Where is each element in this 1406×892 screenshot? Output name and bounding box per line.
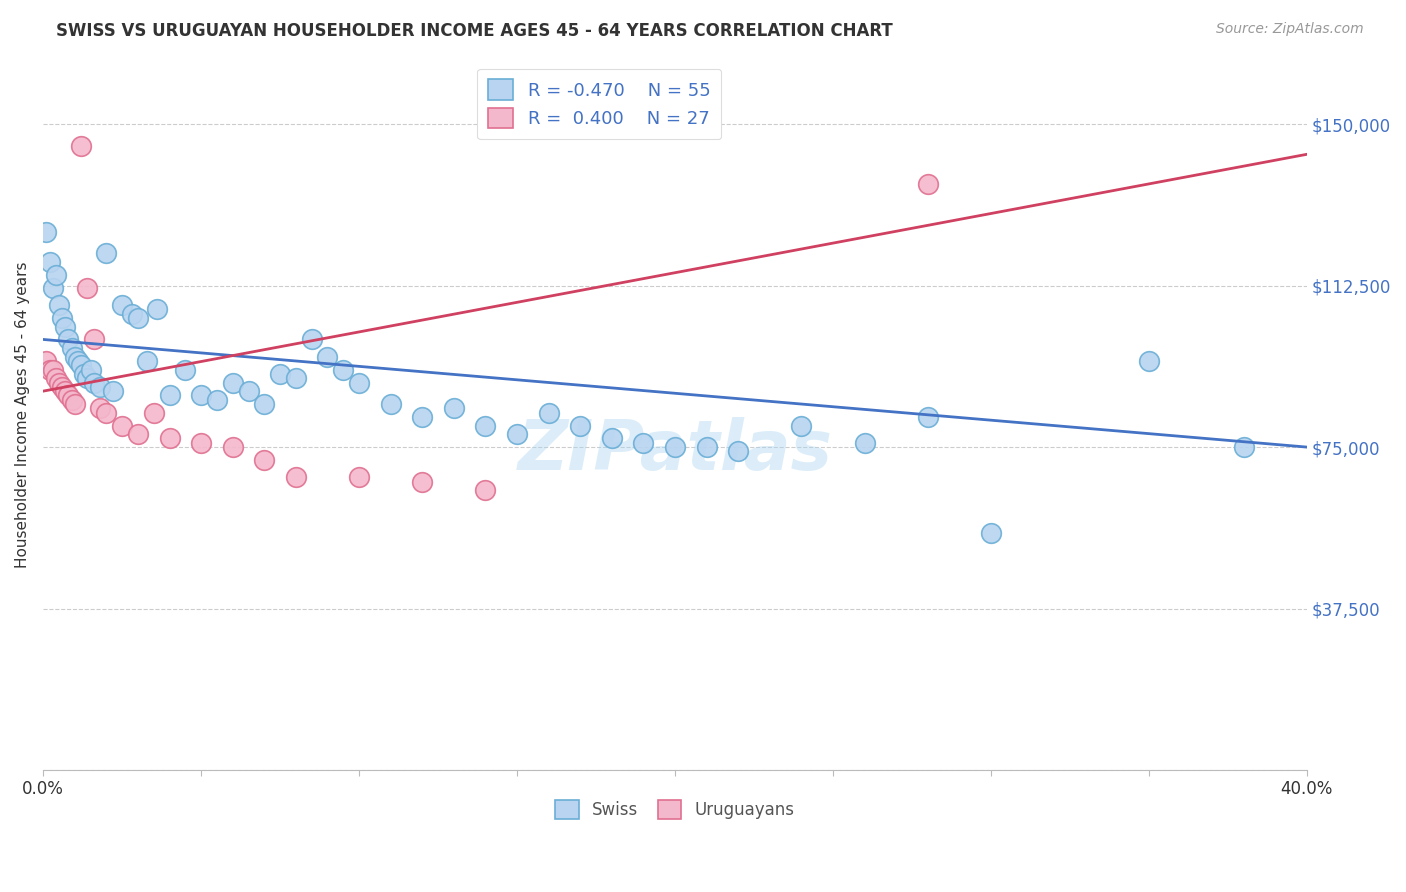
Point <box>63 397 86 411</box>
Point <box>127 427 149 442</box>
Point <box>51 310 73 325</box>
Point <box>174 362 197 376</box>
Point <box>474 418 496 433</box>
Point <box>58 388 80 402</box>
Point <box>917 409 939 424</box>
Point <box>205 392 228 407</box>
Point <box>38 362 60 376</box>
Point <box>980 526 1002 541</box>
Point <box>411 409 433 424</box>
Point <box>537 406 560 420</box>
Point <box>380 397 402 411</box>
Point <box>316 350 339 364</box>
Point <box>474 483 496 497</box>
Point <box>633 435 655 450</box>
Point <box>284 371 307 385</box>
Point <box>70 138 93 153</box>
Point <box>253 453 276 467</box>
Point <box>146 302 169 317</box>
Point <box>190 388 212 402</box>
Point <box>70 359 93 373</box>
Point <box>101 384 124 398</box>
Point <box>45 268 67 282</box>
Point <box>96 406 118 420</box>
Point <box>96 246 118 260</box>
Point <box>89 380 111 394</box>
Point <box>727 444 749 458</box>
Point <box>159 432 181 446</box>
Point <box>696 440 718 454</box>
Point <box>41 362 63 376</box>
Point <box>301 333 323 347</box>
Text: Source: ZipAtlas.com: Source: ZipAtlas.com <box>1216 22 1364 37</box>
Point <box>347 470 370 484</box>
Point <box>60 392 83 407</box>
Point <box>1137 354 1160 368</box>
Point <box>48 376 70 390</box>
Point <box>506 427 529 442</box>
Point <box>76 281 98 295</box>
Point <box>66 354 89 368</box>
Point <box>190 435 212 450</box>
Point <box>1232 440 1254 454</box>
Point <box>41 281 63 295</box>
Point <box>222 440 245 454</box>
Point <box>121 307 143 321</box>
Point <box>111 298 134 312</box>
Point <box>58 333 80 347</box>
Point <box>35 225 58 239</box>
Point <box>111 418 134 433</box>
Point <box>79 362 101 376</box>
Point <box>600 432 623 446</box>
Point <box>332 362 354 376</box>
Point <box>664 440 686 454</box>
Point <box>238 384 260 398</box>
Point <box>73 367 96 381</box>
Point <box>159 388 181 402</box>
Point <box>142 406 165 420</box>
Text: SWISS VS URUGUAYAN HOUSEHOLDER INCOME AGES 45 - 64 YEARS CORRELATION CHART: SWISS VS URUGUAYAN HOUSEHOLDER INCOME AG… <box>56 22 893 40</box>
Point <box>127 310 149 325</box>
Point <box>269 367 291 381</box>
Point <box>253 397 276 411</box>
Point <box>60 341 83 355</box>
Y-axis label: Householder Income Ages 45 - 64 years: Householder Income Ages 45 - 64 years <box>15 261 30 568</box>
Point <box>76 371 98 385</box>
Point <box>790 418 813 433</box>
Point <box>35 354 58 368</box>
Point <box>222 376 245 390</box>
Point <box>411 475 433 489</box>
Point <box>853 435 876 450</box>
Point <box>63 350 86 364</box>
Point <box>284 470 307 484</box>
Point <box>89 401 111 416</box>
Point <box>136 354 159 368</box>
Point <box>83 376 105 390</box>
Point <box>917 178 939 192</box>
Point <box>83 333 105 347</box>
Point <box>38 255 60 269</box>
Point <box>51 380 73 394</box>
Point <box>569 418 592 433</box>
Point <box>48 298 70 312</box>
Point <box>347 376 370 390</box>
Point <box>443 401 465 416</box>
Point <box>45 371 67 385</box>
Text: ZIPatlas: ZIPatlas <box>517 417 832 483</box>
Point <box>53 384 76 398</box>
Point <box>53 319 76 334</box>
Legend: Swiss, Uruguayans: Swiss, Uruguayans <box>548 793 801 826</box>
